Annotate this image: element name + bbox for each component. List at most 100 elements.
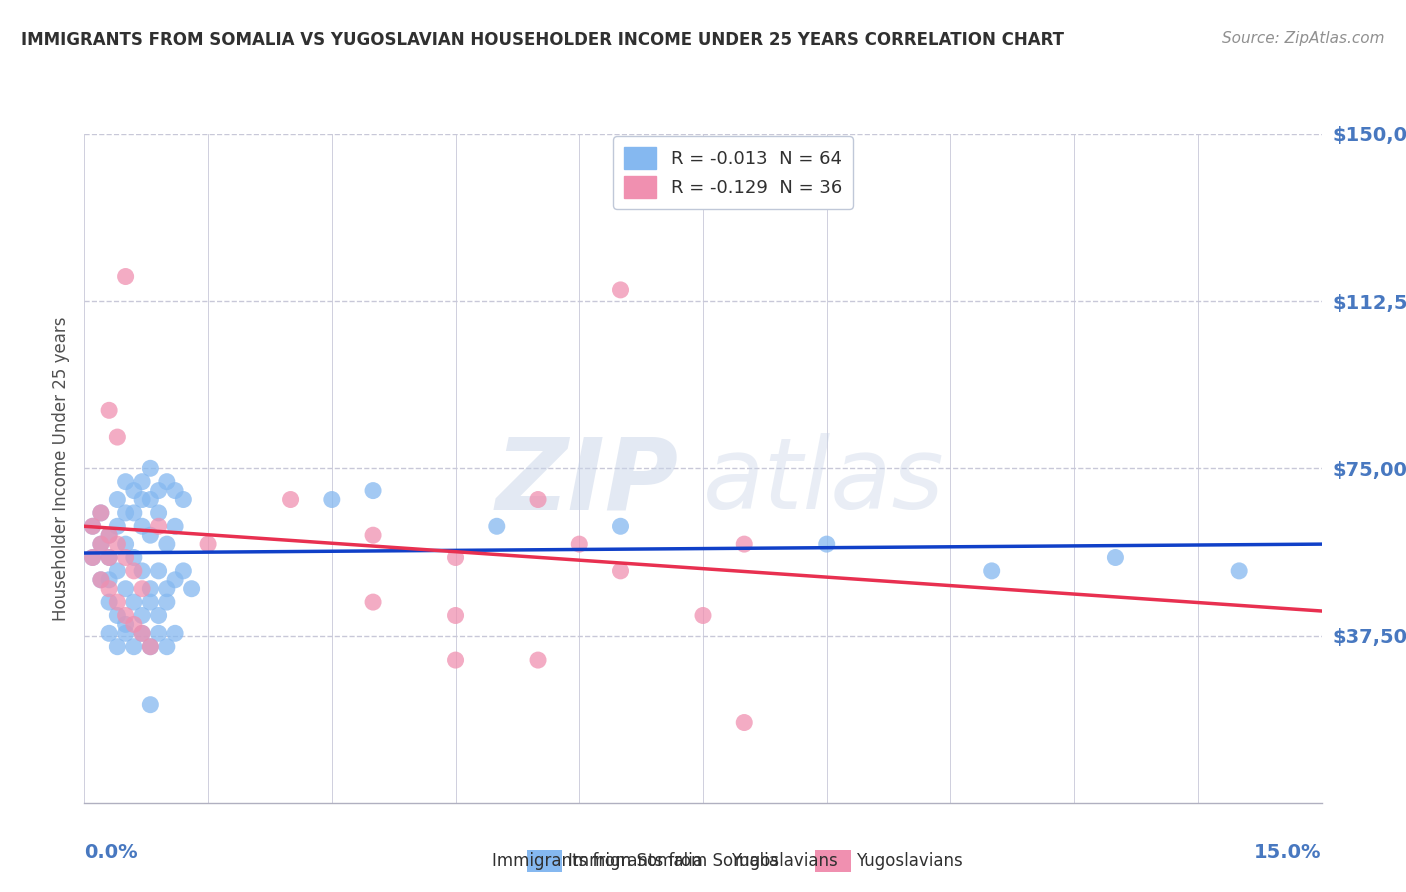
Text: Yugoslavians: Yugoslavians <box>856 852 963 870</box>
Point <box>156 595 179 609</box>
Point <box>139 640 162 654</box>
Point <box>172 564 194 578</box>
Point <box>122 506 145 520</box>
Point <box>609 519 631 533</box>
Point <box>105 537 128 551</box>
Point <box>90 506 112 520</box>
Point <box>114 506 136 520</box>
Point <box>444 653 467 667</box>
Point <box>98 573 121 587</box>
Point <box>148 564 170 578</box>
Point <box>485 519 508 533</box>
Point <box>122 550 145 565</box>
Point <box>105 595 128 609</box>
Point <box>105 640 128 654</box>
Point <box>148 608 170 623</box>
Point <box>527 492 550 507</box>
Point <box>1227 564 1250 578</box>
Point <box>82 519 104 533</box>
Point <box>148 519 170 533</box>
Point <box>98 595 121 609</box>
Point <box>139 595 162 609</box>
Text: Source: ZipAtlas.com: Source: ZipAtlas.com <box>1222 31 1385 46</box>
Point <box>280 492 302 507</box>
Point <box>82 550 104 565</box>
Point <box>114 617 136 632</box>
Point <box>609 564 631 578</box>
Point <box>105 430 128 444</box>
Point <box>156 475 179 489</box>
Point <box>361 483 384 498</box>
Point <box>90 537 112 551</box>
Point <box>122 595 145 609</box>
Point <box>98 403 121 417</box>
Point <box>122 483 145 498</box>
Legend: R = -0.013  N = 64, R = -0.129  N = 36: R = -0.013 N = 64, R = -0.129 N = 36 <box>613 136 853 209</box>
Point <box>98 626 121 640</box>
Point <box>148 626 170 640</box>
Point <box>148 483 170 498</box>
Point <box>131 626 153 640</box>
Point <box>122 617 145 632</box>
Point <box>139 582 162 596</box>
Point <box>131 608 153 623</box>
FancyBboxPatch shape <box>527 850 562 872</box>
Point <box>114 475 136 489</box>
Point <box>197 537 219 551</box>
Point <box>98 550 121 565</box>
Text: Yugoslavians: Yugoslavians <box>731 852 838 870</box>
Text: IMMIGRANTS FROM SOMALIA VS YUGOSLAVIAN HOUSEHOLDER INCOME UNDER 25 YEARS CORRELA: IMMIGRANTS FROM SOMALIA VS YUGOSLAVIAN H… <box>21 31 1064 49</box>
Point <box>1104 550 1126 565</box>
Point <box>98 528 121 542</box>
Point <box>131 626 153 640</box>
Point <box>90 573 112 587</box>
Point <box>733 537 755 551</box>
Point <box>815 537 838 551</box>
Point <box>105 608 128 623</box>
Point <box>98 582 121 596</box>
Point <box>82 550 104 565</box>
Point <box>361 528 384 542</box>
Point <box>165 626 187 640</box>
Point <box>131 519 153 533</box>
Text: Immigrants from Somalia: Immigrants from Somalia <box>568 852 779 870</box>
Point <box>172 492 194 507</box>
Point <box>361 595 384 609</box>
Point <box>444 550 467 565</box>
Point <box>82 519 104 533</box>
Point <box>90 537 112 551</box>
Point <box>139 640 162 654</box>
Point <box>180 582 202 596</box>
Text: 0.0%: 0.0% <box>84 843 138 862</box>
Point <box>98 550 121 565</box>
Point <box>139 698 162 712</box>
FancyBboxPatch shape <box>815 850 851 872</box>
Point <box>733 715 755 730</box>
Point <box>114 582 136 596</box>
Point <box>98 528 121 542</box>
Point <box>165 519 187 533</box>
Point <box>131 564 153 578</box>
Text: Immigrants from Somalia: Immigrants from Somalia <box>492 852 703 870</box>
Point <box>105 492 128 507</box>
Point <box>156 582 179 596</box>
Point <box>139 528 162 542</box>
Point <box>105 519 128 533</box>
Text: ZIP: ZIP <box>495 434 678 530</box>
Point <box>568 537 591 551</box>
Point <box>105 564 128 578</box>
Point <box>139 492 162 507</box>
Point <box>148 506 170 520</box>
Point <box>165 483 187 498</box>
Point <box>156 640 179 654</box>
Point <box>90 506 112 520</box>
Point <box>131 475 153 489</box>
Point <box>114 550 136 565</box>
Point <box>139 461 162 475</box>
Point <box>131 582 153 596</box>
Point <box>122 564 145 578</box>
Point <box>165 573 187 587</box>
Point <box>114 269 136 284</box>
Point <box>156 537 179 551</box>
Point <box>131 492 153 507</box>
